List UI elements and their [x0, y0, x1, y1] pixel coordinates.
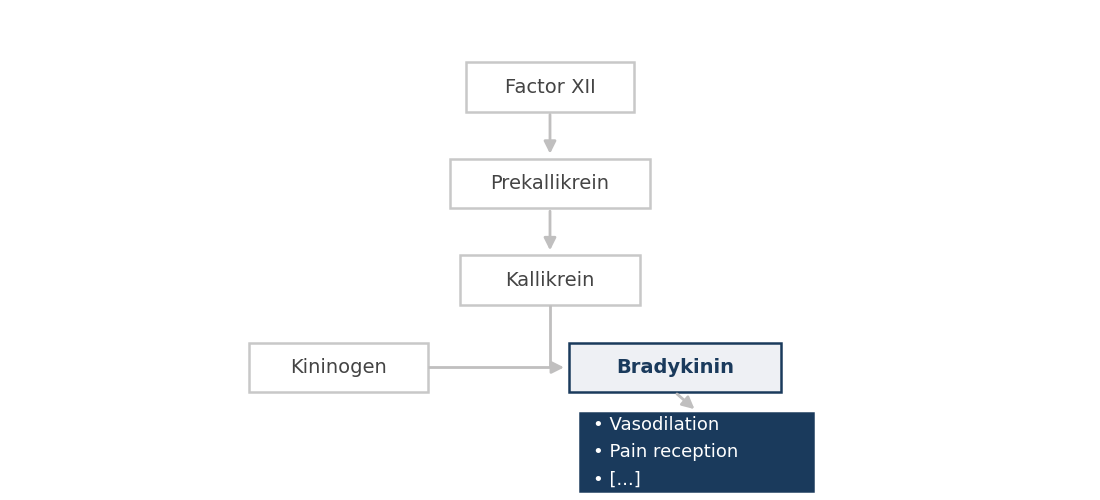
FancyBboxPatch shape	[461, 256, 639, 305]
FancyBboxPatch shape	[569, 342, 781, 392]
FancyBboxPatch shape	[450, 159, 650, 208]
Text: • Vasodilation
• Pain reception
• [...]: • Vasodilation • Pain reception • [...]	[593, 416, 738, 488]
Text: Bradykinin: Bradykinin	[616, 358, 734, 377]
Text: Kininogen: Kininogen	[289, 358, 386, 377]
FancyBboxPatch shape	[249, 342, 428, 392]
Text: Factor XII: Factor XII	[505, 78, 595, 96]
Text: Kallikrein: Kallikrein	[505, 270, 595, 289]
FancyBboxPatch shape	[580, 414, 813, 491]
FancyBboxPatch shape	[465, 62, 635, 112]
Text: Prekallikrein: Prekallikrein	[491, 174, 609, 193]
